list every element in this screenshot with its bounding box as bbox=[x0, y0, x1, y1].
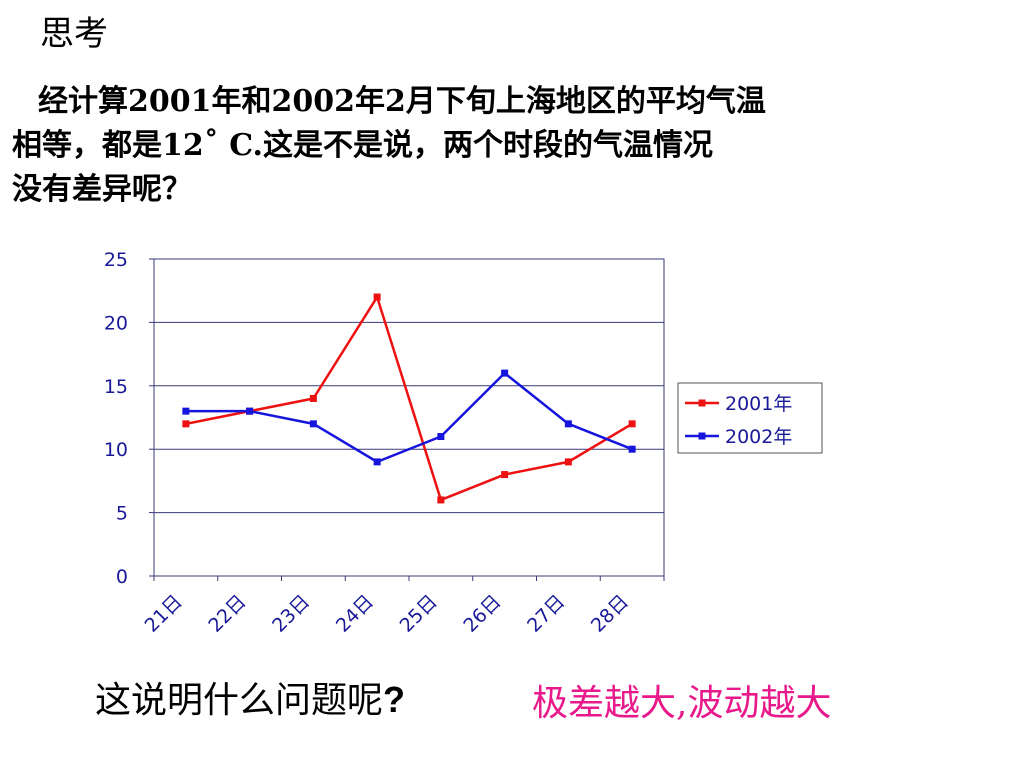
legend-label-0: 2001年 bbox=[725, 393, 792, 415]
plot-area bbox=[153, 258, 665, 577]
data-point-s0-6 bbox=[564, 458, 572, 466]
x-tick-label-6: 27日 bbox=[523, 591, 569, 637]
data-point-s0-3 bbox=[373, 293, 381, 301]
legend-marker-0 bbox=[698, 399, 706, 407]
x-tick-label-0: 21日 bbox=[141, 591, 187, 637]
data-point-s1-4 bbox=[437, 433, 445, 441]
legend-box bbox=[677, 382, 823, 454]
data-point-s0-0 bbox=[182, 420, 190, 428]
x-tick-label-7: 28日 bbox=[587, 591, 633, 637]
question-line-3: 没有差异呢？ bbox=[12, 172, 192, 207]
question-paragraph: 经计算2001年和2002年2月下旬上海地区的平均气温 相等，都是12˚ C.这… bbox=[12, 80, 992, 212]
question-line-2: 相等，都是12˚ C.这是不是说，两个时段的气温情况 bbox=[12, 128, 713, 163]
data-point-s0-2 bbox=[309, 394, 317, 402]
x-tick-label-5: 26日 bbox=[459, 591, 505, 637]
data-point-s1-1 bbox=[246, 407, 254, 415]
bottom-question: 这说明什么问题呢? bbox=[95, 676, 405, 725]
y-tick-label-5: 25 bbox=[104, 249, 128, 271]
data-point-s0-5 bbox=[501, 471, 509, 479]
series-line-1 bbox=[185, 371, 633, 464]
bottom-question-text: 这说明什么问题呢 bbox=[95, 680, 384, 721]
data-point-s1-5 bbox=[501, 369, 509, 377]
data-point-s0-7 bbox=[628, 420, 636, 428]
y-tick-label-0: 0 bbox=[116, 566, 128, 588]
legend-label-1: 2002年 bbox=[725, 426, 792, 448]
y-tick-label-2: 10 bbox=[104, 439, 128, 461]
data-point-s1-6 bbox=[564, 420, 572, 428]
x-tick-label-3: 24日 bbox=[332, 591, 378, 637]
y-tick-label-1: 5 bbox=[116, 503, 128, 525]
y-tick-label-3: 15 bbox=[104, 376, 128, 398]
x-tick-label-2: 23日 bbox=[268, 591, 314, 637]
y-tick-label-4: 20 bbox=[104, 312, 128, 334]
data-point-s1-2 bbox=[309, 420, 317, 428]
data-point-s1-3 bbox=[373, 458, 381, 466]
series-line-0 bbox=[185, 295, 633, 502]
bottom-question-mark: ? bbox=[383, 679, 406, 720]
data-point-s1-0 bbox=[182, 407, 190, 415]
slide-heading: 思考 bbox=[40, 14, 108, 54]
data-point-s1-7 bbox=[628, 445, 636, 453]
answer-text: 极差越大,波动越大 bbox=[532, 683, 832, 724]
legend-marker-1 bbox=[698, 432, 706, 440]
x-tick-label-4: 25日 bbox=[396, 591, 442, 637]
question-line-1: 经计算2001年和2002年2月下旬上海地区的平均气温 bbox=[38, 84, 766, 119]
data-point-s0-4 bbox=[437, 496, 445, 504]
x-tick-label-1: 22日 bbox=[204, 591, 250, 637]
